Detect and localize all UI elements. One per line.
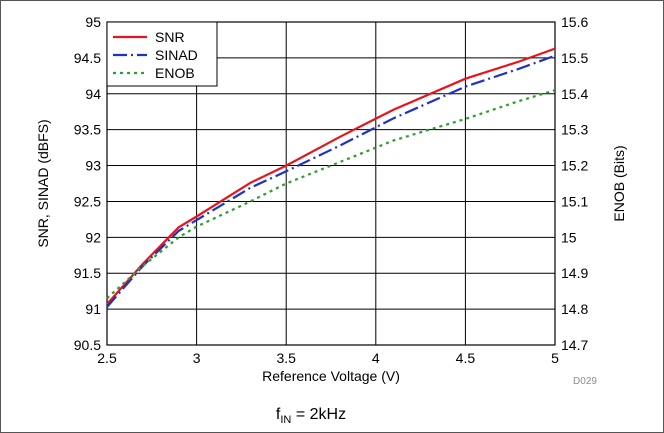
y-tick-label: 94 xyxy=(85,86,101,102)
series-line-snr xyxy=(106,47,556,305)
x-axis-label: Reference Voltage (V) xyxy=(262,368,400,384)
y2-tick-label: 15.2 xyxy=(561,158,588,174)
y2-tick-label: 14.7 xyxy=(561,337,588,353)
legend-label-snr: SNR xyxy=(155,29,185,45)
y2-tick-label: 14.9 xyxy=(561,265,588,281)
x-tick-label: 3 xyxy=(193,350,201,366)
series-line-enob xyxy=(106,89,556,300)
y2-tick-label: 15.6 xyxy=(561,14,588,30)
y-tick-label: 93 xyxy=(85,158,101,174)
x-tick-label: 3.5 xyxy=(276,350,296,366)
x-tick-label: 5 xyxy=(551,350,559,366)
y2-tick-label: 15 xyxy=(561,229,577,245)
y2-tick-label: 15.3 xyxy=(561,122,588,138)
series-line-sinad xyxy=(106,54,556,308)
legend-label-sinad: SINAD xyxy=(155,47,198,63)
y-tick-label: 93.5 xyxy=(74,122,101,138)
x-tick-label: 2.5 xyxy=(97,350,117,366)
y2-tick-label: 15.5 xyxy=(561,50,588,66)
x-axis-ticks: 2.5 3 3.5 4 4.5 5 xyxy=(97,350,559,366)
y-tick-label: 91 xyxy=(85,301,101,317)
series-layer xyxy=(106,47,556,308)
y2-axis-ticks: 14.7 14.8 14.9 15 15.1 15.2 15.3 15.4 15.5 15.6 xyxy=(561,14,588,353)
y-tick-label: 90.5 xyxy=(74,337,101,353)
caption: fIN = 2kHz xyxy=(276,406,346,426)
figure-code: D029 xyxy=(573,376,597,387)
y-tick-label: 94.5 xyxy=(74,50,101,66)
x-tick-label: 4.5 xyxy=(456,350,476,366)
plot-area xyxy=(106,21,556,346)
caption-rest: = 2kHz xyxy=(291,406,346,423)
y2-axis-label: ENOB (Bits) xyxy=(611,145,627,221)
caption-subscript: IN xyxy=(280,414,291,426)
caption-main: f xyxy=(276,406,281,423)
y-tick-label: 92 xyxy=(85,229,101,245)
y2-tick-label: 15.1 xyxy=(561,193,588,209)
y2-tick-label: 14.8 xyxy=(561,301,588,317)
legend-label-enob: ENOB xyxy=(155,65,195,81)
legend: SNR SINAD ENOB xyxy=(106,21,218,87)
y-tick-label: 95 xyxy=(85,14,101,30)
y-tick-label: 92.5 xyxy=(74,193,101,209)
x-tick-label: 4 xyxy=(372,350,380,366)
y-axis-ticks: 90.5 91 91.5 92 92.5 93 93.5 94 94.5 95 xyxy=(74,14,101,353)
y-axis-label: SNR, SINAD (dBFS) xyxy=(35,119,51,247)
y2-tick-label: 15.4 xyxy=(561,86,588,102)
y-tick-label: 91.5 xyxy=(74,265,101,281)
